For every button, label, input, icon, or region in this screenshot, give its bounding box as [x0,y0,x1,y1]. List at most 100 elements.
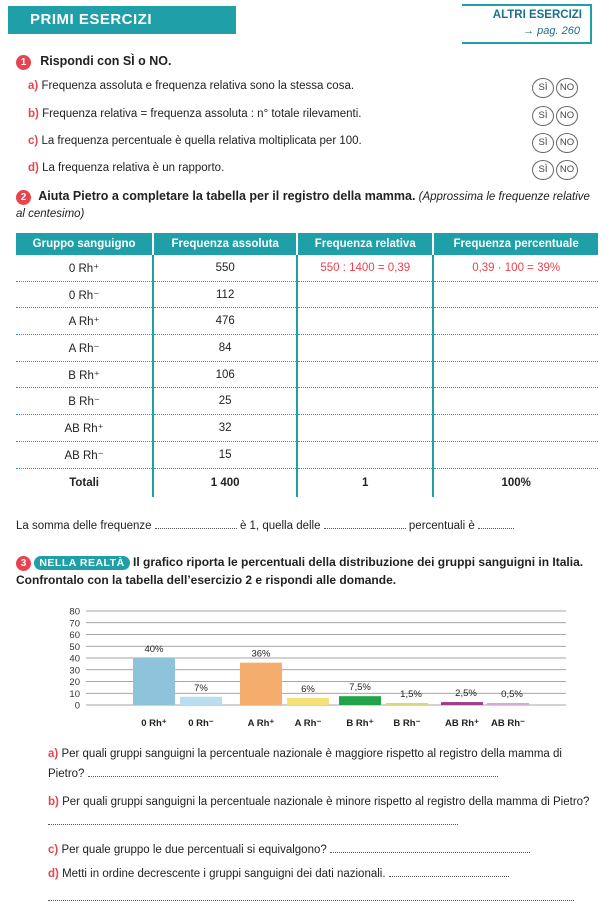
yes-option[interactable]: SÌ [532,106,554,126]
exercise-number: 2 [16,190,31,205]
exercise-title: Aiuta Pietro a completare la tabella per… [38,189,416,203]
bar [386,703,428,705]
question-letter: b) [48,796,59,808]
totals-percent: 100% [432,468,598,497]
data-label: 36% [251,649,271,660]
answer-blank[interactable] [48,814,458,825]
relative-cell[interactable] [296,414,434,442]
data-label: 2,5% [455,688,477,699]
totals-row: Totali 1 400 1 100% [16,468,598,497]
exercise-number: 1 [16,55,31,70]
table-row: B Rh⁺ 106 [16,361,598,389]
percent-cell[interactable] [432,414,598,442]
group-cell: A Rh⁻ [16,334,154,362]
percent-cell[interactable] [432,441,598,469]
yes-option[interactable]: SÌ [532,133,554,153]
answer-blank[interactable] [87,766,498,777]
question-letter: c) [28,135,39,147]
relative-cell[interactable] [296,307,434,336]
question-letter: b) [28,108,39,120]
table-row: A Rh⁻ 84 [16,334,598,362]
page-reference: → pag. 260 [523,25,580,37]
percent-cell[interactable]: 0,39 · 100 = 39% [432,255,598,282]
exercise-2-heading: 2 Aiuta Pietro a completare la tabella p… [16,188,598,223]
answer-blank[interactable] [154,518,237,529]
y-tick-label: 10 [69,689,80,700]
question-letter: a) [28,80,39,92]
x-tick-label: 0 Rh⁺ [141,718,167,729]
table-row: AB Rh⁺ 32 [16,414,598,442]
no-option[interactable]: NO [556,160,578,180]
bar [487,703,529,705]
sentence-part: La somma delle frequenze [16,520,152,532]
question-text: La frequenza relativa è un rapporto. [42,162,225,174]
bar [240,662,282,705]
answer-blank[interactable] [388,866,509,877]
question-a: a) Frequenza assoluta e frequenza relati… [28,80,354,92]
answer-blank[interactable] [48,890,574,901]
group-cell: 0 Rh⁻ [16,281,154,309]
data-label: 0,5% [501,689,523,700]
table-row: 0 Rh⁺ 550 550 : 1400 = 0,39 0,39 · 100 =… [16,255,598,282]
exercise-1-heading: 1 Rispondi con SÌ o NO. [16,54,171,70]
yes-option[interactable]: SÌ [532,160,554,180]
relative-cell[interactable] [296,361,434,389]
question-text: Per quali gruppi sanguigni la percentual… [62,796,590,808]
percent-cell[interactable] [432,281,598,309]
relative-cell[interactable]: 550 : 1400 = 0,39 [296,255,434,282]
no-option[interactable]: NO [556,106,578,126]
bar [287,697,329,705]
absolute-cell: 15 [152,441,298,469]
relative-cell[interactable] [296,441,434,469]
answer-blank[interactable] [329,842,530,853]
data-label: 40% [144,644,164,655]
absolute-cell: 476 [152,307,298,336]
column-header: Gruppo sanguigno [16,233,154,255]
question-text: La frequenza percentuale è quella relati… [41,135,362,147]
question-text: Frequenza relativa = frequenza assoluta … [42,108,362,120]
column-header: Frequenza assoluta [152,233,298,255]
question-text: Per quale gruppo le due percentuali si e… [61,844,327,856]
no-option[interactable]: NO [556,78,578,98]
percent-cell[interactable] [432,334,598,362]
question-text: Per quali gruppi sanguigni la percentual… [48,748,562,780]
absolute-cell: 84 [152,334,298,362]
relative-cell[interactable] [296,387,434,416]
chart-bars [133,658,529,705]
y-tick-label: 60 [69,630,80,641]
answer-blank[interactable] [477,518,514,529]
column-header: Frequenza relativa [296,233,434,255]
completion-sentence: La somma delle frequenze è 1, quella del… [16,518,598,532]
totals-absolute: 1 400 [152,468,298,497]
category-labels: 0 Rh⁺ 0 Rh⁻ A Rh⁺ A Rh⁻ B Rh⁺ B Rh⁻ AB Rh⁺ AB R… [141,718,525,729]
x-tick-label: AB Rh⁺ [445,718,479,729]
exercise-title: Il grafico riporta le percentuali della … [16,555,584,587]
question-3c: c) Per quale gruppo le due percentuali s… [48,840,600,860]
yes-no-choice: SÌ NO [532,78,578,98]
absolute-cell: 32 [152,414,298,442]
sentence-part: è 1, quella delle [239,520,321,532]
y-tick-label: 40 [69,654,80,665]
in-reality-badge: NELLA REALTÀ [34,556,130,570]
relative-cell[interactable] [296,281,434,309]
percent-cell[interactable] [432,307,598,336]
data-label: 7% [194,683,208,694]
percent-cell[interactable] [432,361,598,389]
yes-option[interactable]: SÌ [532,78,554,98]
absolute-cell: 25 [152,387,298,416]
exercise-number: 3 [16,556,31,571]
question-b: b) Frequenza relativa = frequenza assolu… [28,108,362,120]
no-option[interactable]: NO [556,133,578,153]
relative-cell[interactable] [296,334,434,362]
yes-no-choice: SÌ NO [532,160,578,180]
sentence-part: percentuali è [408,520,475,532]
percent-cell[interactable] [432,387,598,416]
x-tick-label: AB Rh⁻ [491,718,525,729]
data-label: 1,5% [400,689,422,700]
column-header: Frequenza percentuale [432,233,598,255]
table-row: A Rh⁺ 476 [16,307,598,336]
exercise-title: Rispondi con SÌ o NO. [40,54,172,68]
answer-blank[interactable] [323,518,406,529]
